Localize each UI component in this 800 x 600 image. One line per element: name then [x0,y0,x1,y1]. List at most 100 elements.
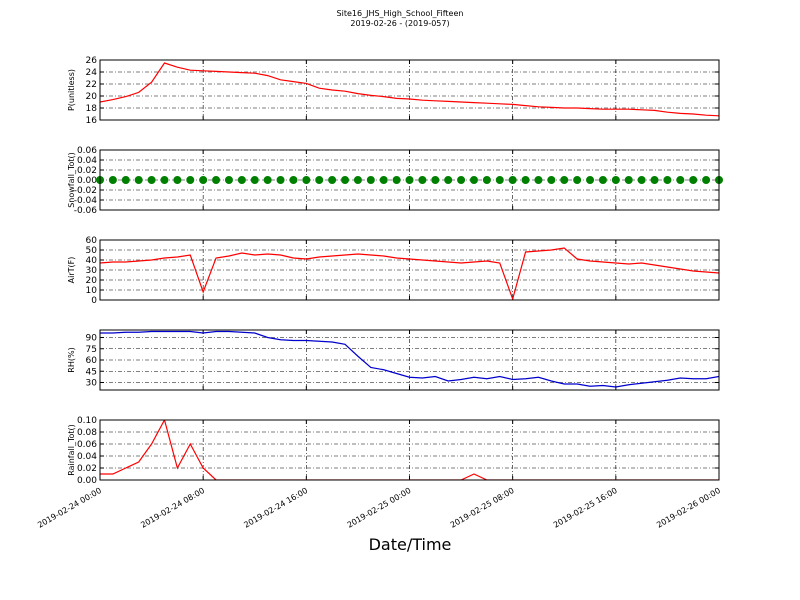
y-tick-label: 60 [86,356,98,366]
y-tick-label: 90 [86,334,98,344]
data-point [663,176,672,184]
y-tick-label: 26 [86,56,98,66]
data-line [100,247,719,300]
data-point [469,176,478,184]
data-point [405,176,414,184]
y-tick-label: 0.00 [77,176,97,186]
data-point [108,176,117,184]
chart-subtitle: 2019-02-26 - (2019-057) [350,19,449,28]
chart-title: Site16_JHS_High_School_Fifteen [337,9,464,18]
y-tick-label: -0.04 [74,196,98,206]
data-point [250,176,259,184]
data-point [160,176,169,184]
data-point [676,176,685,184]
y-tick-label: 75 [86,345,97,355]
y-tick-label: 45 [86,367,97,377]
x-tick-label: 2019-02-25 00:00 [346,486,413,530]
data-point [353,176,362,184]
y-tick-label: 20 [86,92,98,102]
y-tick-label: 0.06 [77,440,97,450]
data-point [573,176,582,184]
y-tick-label: 0 [91,296,97,306]
y-tick-label: 50 [86,246,98,256]
data-line [100,420,719,480]
x-tick-label: 2019-02-25 08:00 [449,486,516,530]
data-point [302,176,311,184]
data-point [147,176,156,184]
data-point [224,176,233,184]
data-point [199,176,208,184]
data-point [328,176,337,184]
y-tick-label: -0.02 [74,186,97,196]
y-tick-label: 10 [86,286,98,296]
y-tick-label: 0.02 [77,166,97,176]
data-point [366,176,375,184]
data-point [495,176,504,184]
data-point [315,176,324,184]
axes-frame [99,329,720,391]
data-point [418,176,427,184]
data-point [121,176,130,184]
data-point [444,176,453,184]
y-tick-label: -0.06 [74,206,98,216]
x-tick-label: 2019-02-26 00:00 [655,486,722,530]
data-point [702,176,711,184]
x-tick-label: 2019-02-25 16:00 [552,486,619,530]
data-point [586,176,595,184]
y-tick-label: 0.08 [77,428,97,438]
y-tick-label: 60 [86,236,98,246]
axes-frame [99,149,720,211]
y-axis-label: AirT(F) [67,257,76,284]
data-point [237,176,246,184]
data-point [457,176,466,184]
data-point [611,176,620,184]
y-tick-label: 0.02 [77,464,97,474]
data-point [379,176,388,184]
data-point [289,176,298,184]
data-point [263,176,272,184]
data-point [508,176,517,184]
data-point [276,176,285,184]
y-tick-label: 22 [86,80,97,90]
data-point [689,176,698,184]
data-point [624,176,633,184]
data-point [173,176,182,184]
axes-frame [99,419,720,481]
data-point [547,176,556,184]
y-tick-label: 16 [86,116,98,126]
y-axis-label: Rainfall_Tot() [67,424,76,476]
y-tick-label: 18 [86,104,98,114]
y-tick-label: 24 [86,68,98,78]
data-point [650,176,659,184]
data-point [637,176,646,184]
data-point [521,176,530,184]
data-point [134,176,143,184]
data-line [100,330,719,388]
y-tick-label: 20 [86,276,98,286]
data-point [560,176,569,184]
x-tick-label: 2019-02-24 08:00 [139,486,206,530]
y-axis-label: P(unitless) [67,69,76,111]
x-tick-label: 2019-02-24 16:00 [242,486,309,530]
y-tick-label: 0.10 [77,416,97,426]
y-tick-label: 0.04 [77,452,97,462]
data-point [598,176,607,184]
data-point [186,176,195,184]
data-line [100,62,719,117]
data-point [482,176,491,184]
axes-frame [99,239,720,301]
y-axis-label: Snowfall_Tot() [67,152,76,208]
data-point [431,176,440,184]
axes-frame [99,59,720,121]
y-tick-label: 0.06 [77,146,97,156]
x-tick-label: 2019-02-24 00:00 [36,486,103,530]
y-tick-label: 0.00 [77,476,97,486]
y-tick-label: 0.04 [77,156,97,166]
data-point [341,176,350,184]
x-axis-label: Date/Time [369,535,452,554]
y-axis-label: RH(%) [67,347,76,372]
y-tick-label: 30 [86,266,98,276]
data-point [392,176,401,184]
data-point [212,176,221,184]
